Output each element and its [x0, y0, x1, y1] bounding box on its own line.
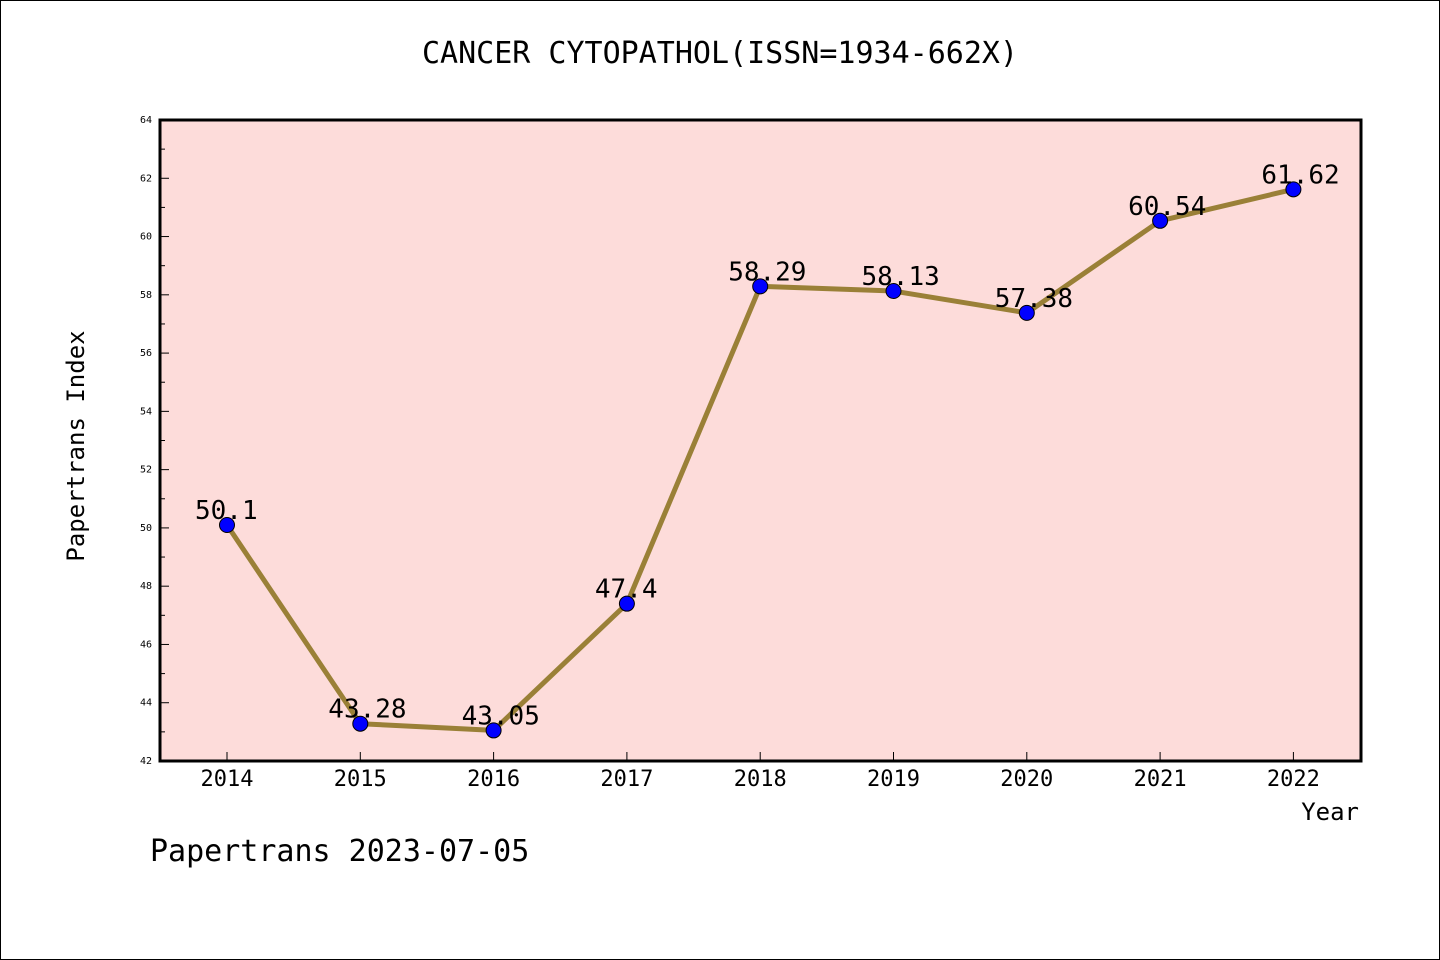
data-point: [618, 595, 635, 612]
y-tick-label: 62: [140, 173, 152, 184]
data-label: 43.28: [328, 695, 406, 725]
x-tick-label: 2022: [1267, 767, 1320, 792]
footer-stamp: Papertrans 2023-07-05: [150, 834, 530, 869]
y-tick-label: 50: [140, 523, 152, 534]
y-tick-label: 46: [140, 639, 152, 650]
y-tick-label: 42: [140, 756, 152, 767]
x-tick-label: 2016: [467, 767, 520, 792]
y-axis-label: Papertrans Index: [62, 330, 90, 561]
x-tick-label: 2014: [201, 767, 254, 792]
series-layer: 50.1 43.28 43.05 47.4 58.29 58.13 57.38 60.54 61…: [195, 160, 1340, 739]
x-tick-label: 2020: [1000, 767, 1053, 792]
data-point: [219, 516, 235, 533]
x-axis: 2014 2015 2016 2017 2018 2019 2020 2021 2022: [201, 752, 1320, 792]
y-tick-label: 56: [140, 348, 152, 359]
data-label: 58.29: [728, 257, 806, 287]
y-tick-label: 64: [140, 115, 152, 126]
data-point: [1018, 304, 1035, 321]
y-tick-label: 58: [140, 290, 152, 301]
data-label: 58.13: [862, 262, 940, 292]
y-tick-label: 54: [140, 406, 152, 417]
data-label: 57.38: [995, 284, 1073, 314]
y-axis: 42 44 46 48 50 52 54 56 58 60 62 64: [140, 115, 169, 767]
data-label: 50.1: [195, 496, 258, 526]
data-point: [1152, 212, 1169, 229]
data-point: [352, 715, 369, 732]
x-tick-label: 2015: [334, 767, 387, 792]
chart-title: CANCER CYTOPATHOL(ISSN=1934-662X): [421, 36, 1019, 71]
data-point: [752, 278, 769, 295]
data-label: 60.54: [1128, 192, 1206, 222]
data-label: 43.05: [462, 701, 540, 731]
x-tick-label: 2017: [600, 767, 653, 792]
y-tick-label: 48: [140, 581, 152, 592]
data-point: [485, 722, 502, 739]
data-point: [1285, 181, 1302, 198]
y-tick-label: 60: [140, 232, 152, 243]
data-point: [885, 283, 902, 300]
x-tick-label: 2021: [1134, 767, 1187, 792]
x-axis-label: Year: [1301, 798, 1359, 826]
data-label: 61.62: [1261, 160, 1339, 190]
x-tick-label: 2019: [867, 767, 920, 792]
y-tick-label: 44: [140, 698, 152, 709]
data-label: 47.4: [595, 575, 658, 605]
y-tick-label: 52: [140, 465, 152, 476]
x-tick-label: 2018: [734, 767, 787, 792]
